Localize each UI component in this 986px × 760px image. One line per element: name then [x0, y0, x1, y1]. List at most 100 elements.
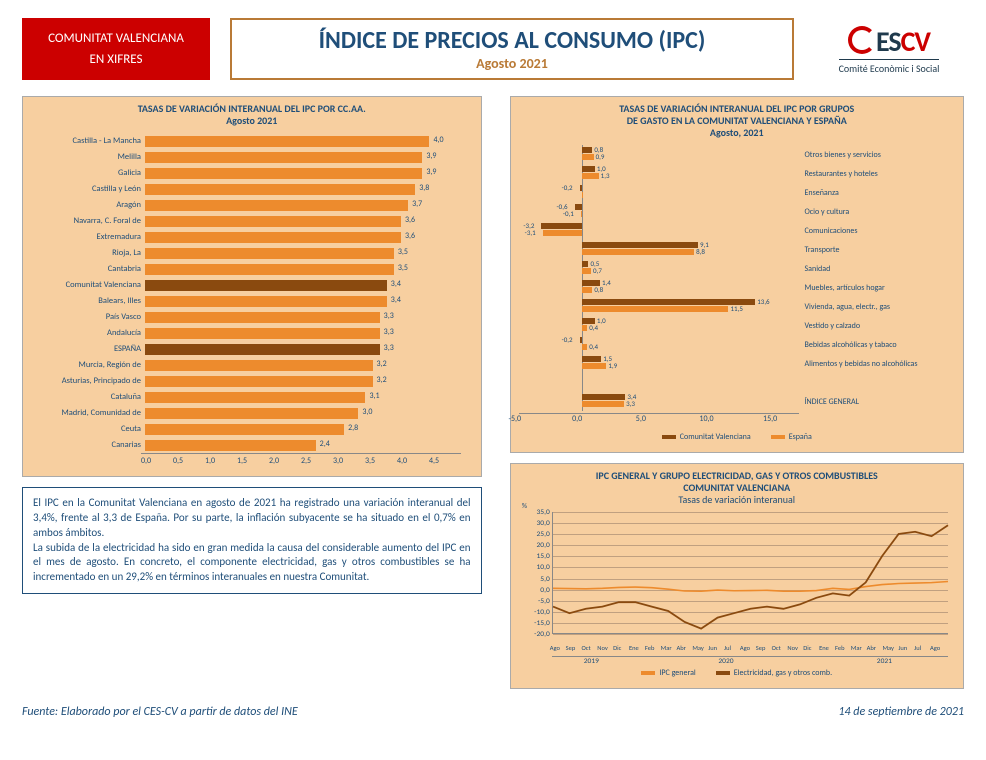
summary-text: El IPC en la Comunitat Valenciana en ago… — [22, 487, 482, 594]
ccaa-bar — [145, 408, 358, 419]
ccaa-value: 3,6 — [405, 231, 415, 241]
group-label: Vivienda, agua, electr., gas — [799, 302, 956, 312]
chart-groups-panel: TASAS DE VARIACIÓN INTERANUAL DEL IPC PO… — [510, 96, 965, 453]
ccaa-value: 3,8 — [419, 183, 429, 193]
group-bar — [582, 287, 592, 293]
group-row: -0,6-0,1Ocio y cultura — [519, 202, 956, 221]
group-bar — [541, 223, 582, 229]
group-value: 0,9 — [596, 152, 605, 161]
ccaa-value: 2,4 — [320, 439, 330, 449]
group-row: -0,2 Enseñanza — [519, 183, 956, 202]
ccaa-value: 3,9 — [426, 167, 436, 177]
ccaa-row: Extremadura3,6 — [31, 229, 473, 245]
group-bar — [582, 299, 755, 305]
ccaa-row: Ceuta2,8 — [31, 421, 473, 437]
chart-line-panel: IPC GENERAL Y GRUPO ELECTRICIDAD, GAS Y … — [510, 463, 965, 689]
region-badge: COMUNITAT VALENCIANA EN XIFRES — [22, 18, 210, 80]
ccaa-row: Galicia 3,9 — [31, 165, 473, 181]
group-row: 9,18,8Transporte — [519, 240, 956, 259]
ccaa-label: Andalucía — [31, 328, 145, 338]
page-footer: Fuente: Elaborado por el CES-CV a partir… — [22, 705, 964, 719]
group-bar — [582, 401, 624, 407]
ccaa-bar — [145, 312, 380, 323]
group-row — [519, 373, 956, 392]
ccaa-value: 3,2 — [377, 359, 387, 369]
group-bar — [580, 185, 583, 191]
ccaa-label: Madrid, Comunidad de — [31, 408, 145, 418]
chart-ccaa-panel: TASAS DE VARIACIÓN INTERANUAL DEL IPC PO… — [22, 96, 482, 477]
badge-line1: COMUNITAT VALENCIANA — [36, 31, 196, 46]
ccaa-bar — [145, 344, 380, 355]
ccaa-label: Ceuta — [31, 424, 145, 434]
group-bar — [582, 154, 593, 160]
chart-groups-title: TASAS DE VARIACIÓN INTERANUAL DEL IPC PO… — [519, 103, 956, 139]
ccaa-row: País Vasco3,3 — [31, 309, 473, 325]
group-bar — [582, 306, 728, 312]
ccaa-label: Galicia — [31, 168, 145, 178]
ccaa-value: 3,0 — [362, 407, 372, 417]
ccaa-bar — [145, 280, 387, 291]
group-value: -0,1 — [563, 209, 574, 218]
group-value: 1,9 — [608, 361, 617, 370]
legend-elec: Electricidad, gas y otros comb. — [716, 668, 832, 678]
group-label: Restaurantes y hoteles — [799, 169, 956, 179]
legend-general: IPC general — [641, 668, 695, 678]
group-value: 13,6 — [757, 297, 769, 306]
ccaa-bar — [145, 248, 394, 259]
ccaa-row: Castilla y León3,8 — [31, 181, 473, 197]
group-bar — [582, 242, 698, 248]
badge-line2: EN XIFRES — [36, 52, 196, 67]
group-bar — [582, 344, 587, 350]
ccaa-label: Comunitat Valenciana — [31, 280, 145, 290]
group-row: 1,01,3Restaurantes y hoteles — [519, 164, 956, 183]
group-row: -3,2-3,1Comunicaciones — [519, 221, 956, 240]
group-label: Bebidas alcohólicas y tabaco — [799, 340, 956, 350]
left-column: TASAS DE VARIACIÓN INTERANUAL DEL IPC PO… — [22, 96, 482, 689]
group-row: 3,43,3ÍNDICE GENERAL — [519, 392, 956, 411]
ccaa-label: Cataluña — [31, 392, 145, 402]
group-bar — [580, 337, 583, 343]
group-row: -0,20,4Bebidas alcohólicas y tabaco — [519, 335, 956, 354]
group-label: Transporte — [799, 245, 956, 255]
logo: ESCV Comité Econòmic i Social — [814, 18, 964, 80]
content-columns: TASAS DE VARIACIÓN INTERANUAL DEL IPC PO… — [22, 96, 964, 689]
logo-c-icon — [848, 26, 876, 54]
group-row: 1,40,8Muebles, artículos hogar — [519, 278, 956, 297]
group-bar — [582, 356, 601, 362]
ccaa-bar — [145, 168, 422, 179]
chart-line-plot: %-20,0-15,0-10,0-5,00,05,010,015,020,025… — [522, 512, 952, 662]
group-value: -0,2 — [562, 183, 573, 192]
group-bar — [575, 204, 583, 210]
page-subtitle: Agosto 2021 — [242, 55, 782, 72]
ccaa-row: Asturias, Principado de 3,2 — [31, 373, 473, 389]
ccaa-value: 3,4 — [391, 295, 401, 305]
ccaa-row: Balears, Illes 3,4 — [31, 293, 473, 309]
group-value: 0,4 — [589, 323, 598, 332]
group-label: Vestido y calzado — [799, 321, 956, 331]
ccaa-label: Murcia, Región de — [31, 360, 145, 370]
page-title: ÍNDICE DE PRECIOS AL CONSUMO (IPC) — [242, 26, 782, 55]
ccaa-value: 3,5 — [398, 263, 408, 273]
group-bar — [582, 325, 587, 331]
ccaa-value: 3,2 — [377, 375, 387, 385]
group-value: -3,1 — [525, 228, 536, 237]
ccaa-bar — [145, 360, 373, 371]
ccaa-row: Madrid, Comunidad de 3,0 — [31, 405, 473, 421]
group-value: 1,3 — [601, 171, 610, 180]
group-label: Enseñanza — [799, 188, 956, 198]
group-label: Sanidad — [799, 264, 956, 274]
ccaa-label: Asturias, Principado de — [31, 376, 145, 386]
ccaa-label: Rioja, La — [31, 248, 145, 258]
ccaa-label: Balears, Illes — [31, 296, 145, 306]
ccaa-row: Castilla - La Mancha4,0 — [31, 133, 473, 149]
ccaa-value: 3,3 — [384, 343, 394, 353]
ccaa-value: 3,3 — [384, 311, 394, 321]
series-general — [553, 582, 948, 592]
group-bar — [543, 230, 582, 236]
group-label: Ocio y cultura — [799, 207, 956, 217]
group-bar — [582, 147, 592, 153]
logo-sub: Comité Econòmic i Social — [839, 59, 940, 75]
ccaa-row: Canarias2,4 — [31, 437, 473, 453]
ccaa-bar — [145, 392, 365, 403]
ccaa-row: Cataluña3,1 — [31, 389, 473, 405]
